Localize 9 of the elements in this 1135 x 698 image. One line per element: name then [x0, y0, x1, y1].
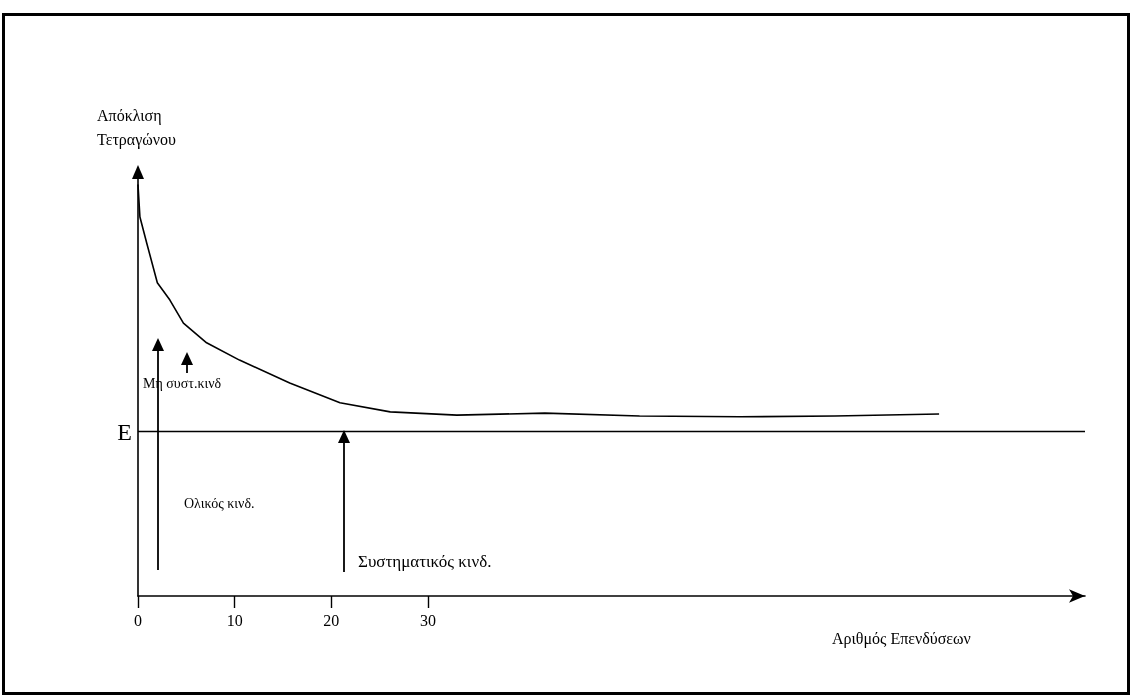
annotation: Συστηματικός κινδ.: [358, 551, 492, 571]
y-axis-title: Απόκλιση Τετραγώνου: [97, 106, 177, 149]
ref-line-label: E: [117, 418, 132, 445]
x-tick-label: 0: [134, 611, 142, 629]
x-axis-title: Αριθμός Επενδύσεων: [832, 629, 971, 648]
x-tick-label: 30: [419, 611, 436, 629]
x-tick-label: 10: [226, 611, 243, 629]
x-tick-label: 20: [323, 611, 340, 629]
annotation: Ολικός κινδ.: [184, 495, 255, 511]
